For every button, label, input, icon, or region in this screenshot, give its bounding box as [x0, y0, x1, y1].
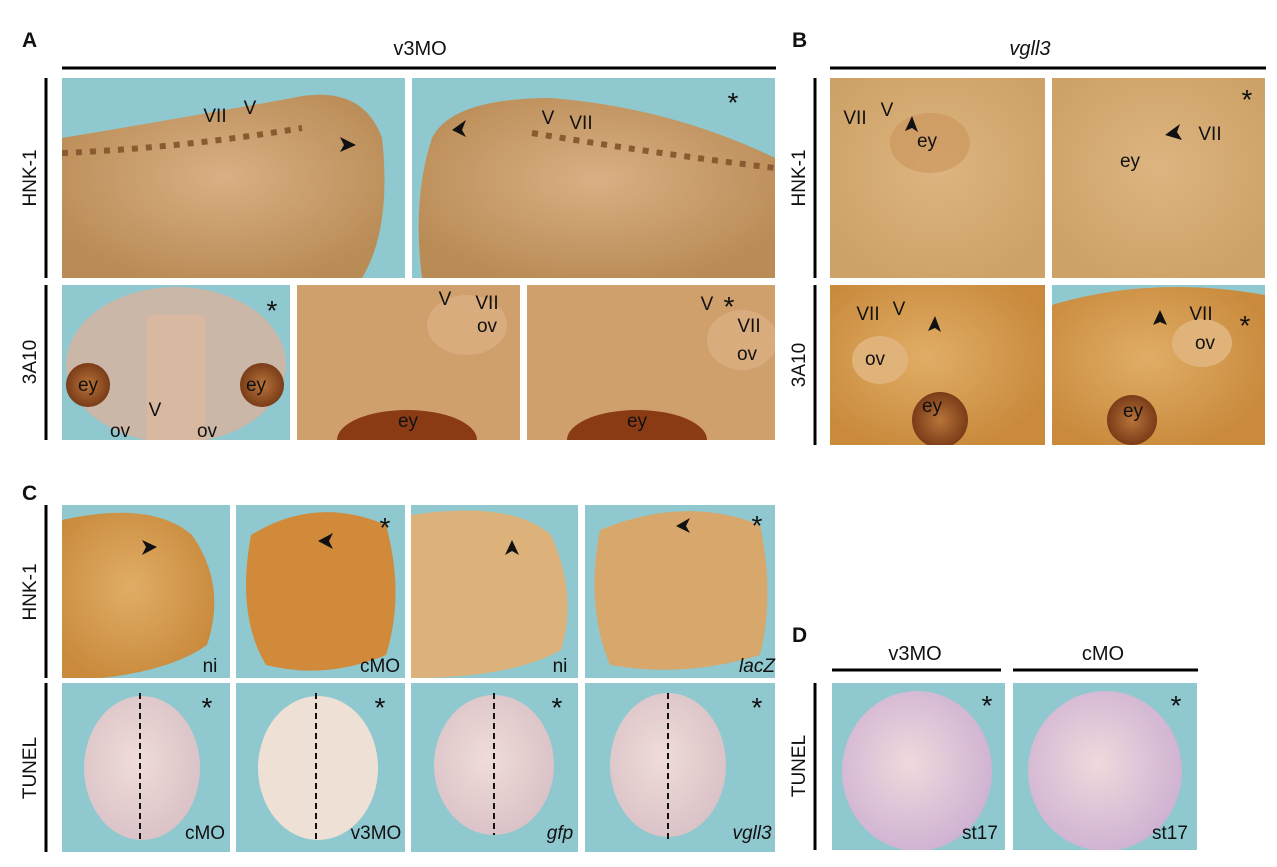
- panel-header: v3MO: [393, 38, 446, 60]
- micrograph: [830, 285, 1045, 445]
- annotation: V: [439, 289, 452, 310]
- micrograph: [585, 505, 775, 678]
- arrowhead: [676, 518, 690, 533]
- annotation: *: [552, 692, 563, 723]
- annotation: vgll3: [732, 823, 772, 844]
- annotation: ov: [737, 344, 758, 365]
- annotation: ey: [1120, 151, 1141, 172]
- annotation: VII: [737, 316, 760, 337]
- annotation: *: [752, 510, 763, 541]
- micrograph: [62, 505, 230, 678]
- panel-header: cMO: [1082, 643, 1124, 665]
- panel-label: B: [792, 29, 807, 52]
- micrograph: [830, 78, 1045, 278]
- annotation: VII: [569, 113, 592, 134]
- annotation: V: [149, 400, 162, 421]
- annotation: ey: [1123, 401, 1144, 422]
- annotation: ni: [553, 656, 568, 677]
- arrowhead: [340, 137, 356, 152]
- arrowhead: [505, 540, 519, 555]
- micrograph: [411, 683, 578, 852]
- annotation: *: [724, 291, 735, 322]
- micrograph: [412, 78, 775, 278]
- annotation: *: [267, 295, 278, 326]
- annotation: ey: [627, 411, 648, 432]
- annotation: *: [982, 690, 993, 721]
- micrograph: [1052, 285, 1265, 445]
- annotation: lacZ: [739, 656, 776, 677]
- micrograph: [1013, 683, 1197, 850]
- annotation: VII: [1189, 304, 1212, 325]
- micrograph: [411, 505, 578, 678]
- annotation: ov: [110, 421, 131, 442]
- annotation: ov: [865, 349, 886, 370]
- panel-label: C: [22, 482, 37, 505]
- annotation: ov: [197, 421, 218, 442]
- arrowhead: [318, 533, 333, 549]
- annotation: VII: [1198, 124, 1221, 145]
- panel-header: vgll3: [1009, 38, 1050, 60]
- annotation: V: [701, 294, 714, 315]
- micrograph: [527, 285, 775, 440]
- micrograph: [62, 683, 230, 852]
- annotation: *: [1242, 84, 1253, 115]
- annotation: ey: [917, 131, 938, 152]
- annotation: cMO: [185, 823, 225, 844]
- annotation: ey: [398, 411, 419, 432]
- annotation: VII: [475, 293, 498, 314]
- annotation: *: [202, 692, 213, 723]
- annotation: ov: [1195, 333, 1216, 354]
- annotation: v3MO: [351, 823, 402, 844]
- arrowhead: [452, 120, 466, 137]
- row-label: 3A10: [789, 343, 810, 387]
- annotation: V: [893, 299, 906, 320]
- arrowhead: [1165, 124, 1182, 140]
- row-label: 3A10: [20, 340, 41, 384]
- row-label: TUNEL: [20, 737, 41, 799]
- micrograph: [585, 683, 775, 852]
- arrowhead: [1153, 310, 1167, 325]
- micrograph: [62, 285, 290, 440]
- arrowhead: [905, 116, 918, 132]
- annotation: V: [542, 108, 555, 129]
- annotation: cMO: [360, 656, 400, 677]
- annotation: st17: [1152, 823, 1188, 844]
- annotation: VII: [203, 106, 226, 127]
- micrograph: [832, 683, 1005, 850]
- arrowhead: [928, 316, 941, 332]
- annotation: *: [375, 692, 386, 723]
- annotation: VII: [843, 108, 866, 129]
- micrograph: [236, 505, 405, 678]
- micrograph: [62, 78, 405, 278]
- annotation: ey: [922, 396, 943, 417]
- micrograph: [236, 683, 405, 852]
- panel-label: A: [22, 29, 37, 52]
- annotation: ey: [78, 375, 99, 396]
- annotation: ov: [477, 316, 498, 337]
- micrograph: [1052, 78, 1265, 278]
- annotation: *: [752, 692, 763, 723]
- annotation: gfp: [547, 823, 573, 844]
- row-label: HNK-1: [20, 563, 41, 620]
- annotation: ni: [203, 656, 218, 677]
- arrowhead: [142, 540, 157, 555]
- annotation: *: [380, 512, 391, 543]
- row-label: HNK-1: [20, 149, 41, 206]
- annotation: st17: [962, 823, 998, 844]
- annotation: *: [1240, 310, 1251, 341]
- annotation: V: [244, 98, 257, 119]
- micrograph: [297, 285, 520, 440]
- annotation: ey: [246, 375, 267, 396]
- annotation: *: [728, 87, 739, 118]
- panel-header: v3MO: [888, 643, 941, 665]
- annotation: *: [1171, 690, 1182, 721]
- panel-label: D: [792, 624, 807, 647]
- row-label: HNK-1: [789, 149, 810, 206]
- row-label: TUNEL: [789, 735, 810, 797]
- annotation: V: [881, 100, 894, 121]
- annotation: VII: [856, 304, 879, 325]
